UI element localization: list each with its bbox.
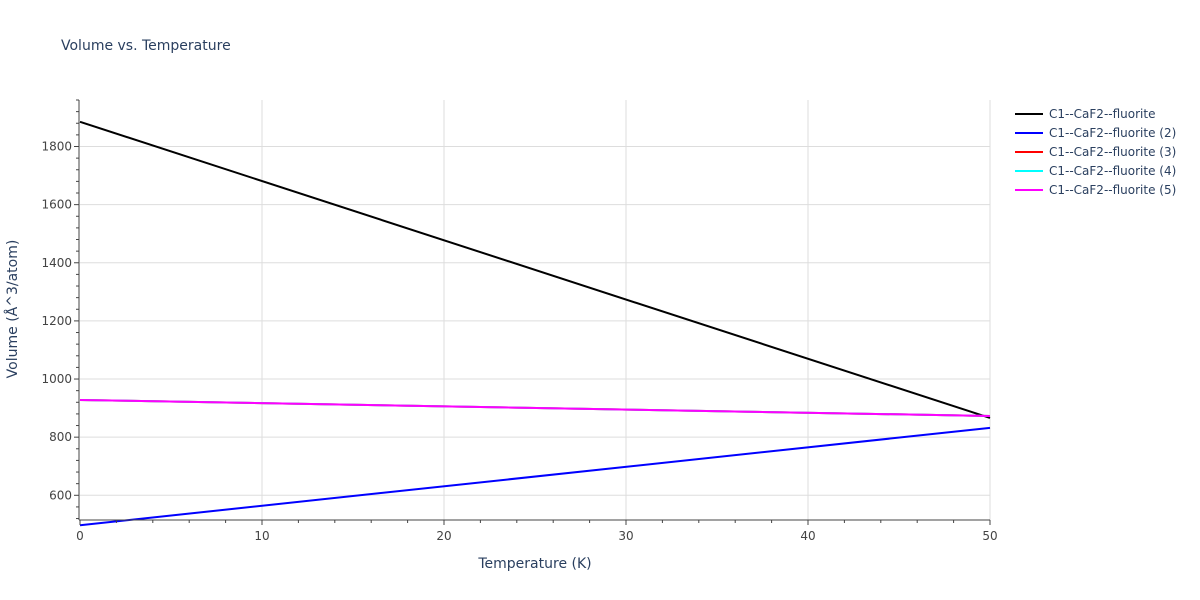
legend-label: C1--CaF2--fluorite (5) (1049, 183, 1176, 197)
legend-label: C1--CaF2--fluorite (1049, 107, 1155, 121)
x-tick-label: 30 (618, 529, 633, 543)
legend-item-1[interactable]: C1--CaF2--fluorite (1015, 107, 1155, 121)
legend[interactable]: C1--CaF2--fluorite C1--CaF2--fluorite (2)… (1015, 107, 1176, 197)
chart-title: Volume vs. Temperature (61, 38, 231, 54)
series-line-2 (79, 426, 991, 527)
x-tick-label: 50 (982, 529, 997, 543)
legend-label: C1--CaF2--fluorite (4) (1049, 164, 1176, 178)
x-tick-label: 0 (76, 529, 84, 543)
series-lines (79, 120, 991, 527)
legend-item-2[interactable]: C1--CaF2--fluorite (2) (1015, 126, 1176, 140)
y-tick-label: 600 (49, 488, 72, 502)
x-tick-label: 10 (254, 529, 269, 543)
legend-item-4[interactable]: C1--CaF2--fluorite (4) (1015, 164, 1176, 178)
series-line-1 (79, 120, 991, 419)
x-axis-title: Temperature (K) (477, 556, 591, 572)
legend-item-5[interactable]: C1--CaF2--fluorite (5) (1015, 183, 1176, 197)
y-tick-label: 1000 (41, 372, 72, 386)
y-tick-label: 1600 (41, 198, 72, 212)
series-line-5 (79, 398, 991, 417)
y-tick-label: 1800 (41, 140, 72, 154)
y-tick-label: 1200 (41, 314, 72, 328)
legend-label: C1--CaF2--fluorite (3) (1049, 145, 1176, 159)
grid (80, 100, 991, 520)
x-tick-label: 40 (800, 529, 815, 543)
y-axis-title: Volume (Å^3/atom) (4, 240, 21, 379)
axes: 0 10 20 30 40 50 600 800 1000 1200 1400 1600 1800 (41, 99, 998, 543)
x-tick-label: 20 (436, 529, 451, 543)
y-tick-label: 800 (49, 430, 72, 444)
legend-label: C1--CaF2--fluorite (2) (1049, 126, 1176, 140)
y-tick-label: 1400 (41, 256, 72, 270)
legend-item-3[interactable]: C1--CaF2--fluorite (3) (1015, 145, 1176, 159)
